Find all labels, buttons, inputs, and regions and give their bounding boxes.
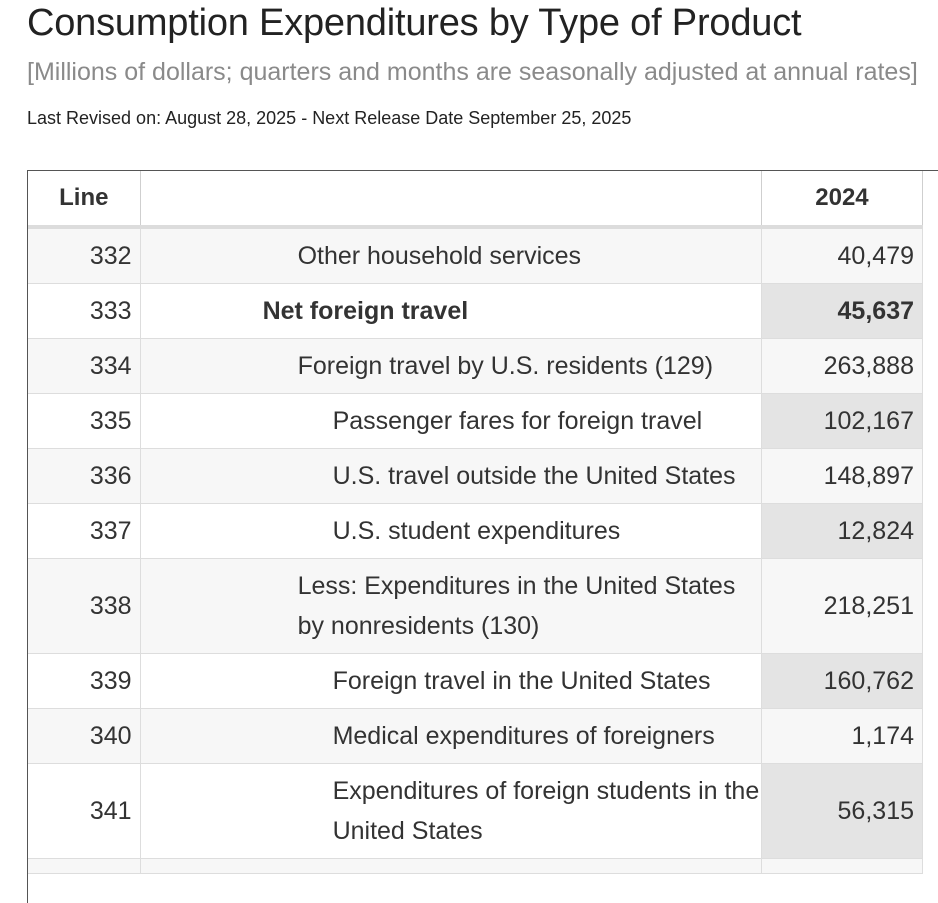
value-cell: 45,637: [761, 283, 924, 339]
description-cell: U.S. student expenditures: [140, 503, 762, 559]
value-cell: 263,888: [761, 338, 924, 394]
value-cell: 56,315: [761, 763, 924, 859]
table-row: 337 U.S. student expenditures 12,824: [28, 503, 924, 559]
line-number-cell: 339: [28, 653, 141, 709]
description-cell: [140, 858, 762, 874]
value-cell: 1,174: [761, 708, 924, 764]
table-row: 333 Net foreign travel 45,637: [28, 283, 924, 339]
value-cell: 160,762: [761, 653, 924, 709]
description-cell: Foreign travel in the United States: [140, 653, 762, 709]
table-row: 336 U.S. travel outside the United States…: [28, 448, 924, 504]
value-cell: 218,251: [761, 558, 924, 654]
line-number-cell: 338: [28, 558, 141, 654]
data-table: Line 2024 332 Other household services 40,…: [28, 171, 924, 874]
description-cell: Net foreign travel: [140, 283, 762, 339]
table-row: 340 Medical expenditures of foreigners 1,1…: [28, 708, 924, 764]
table-row: 334 Foreign travel by U.S. residents (129…: [28, 338, 924, 394]
revision-info: Last Revised on: August 28, 2025 - Next …: [27, 108, 632, 128]
description-cell: Less: Expenditures in the United States …: [140, 558, 762, 654]
line-number-cell: 335: [28, 393, 141, 449]
column-header-description[interactable]: [140, 171, 762, 229]
value-cell: 40,479: [761, 227, 924, 284]
table-body: 332 Other household services 40,479 333 Net …: [28, 227, 924, 874]
line-number-cell: 332: [28, 227, 141, 284]
description-cell: Expenditures of foreign students in the …: [140, 763, 762, 859]
description-cell: U.S. travel outside the United States: [140, 448, 762, 504]
table-row: [28, 858, 924, 874]
value-cell: 12,824: [761, 503, 924, 559]
value-cell: [761, 858, 924, 874]
line-number-cell: 336: [28, 448, 141, 504]
description-cell: Medical expenditures of foreigners: [140, 708, 762, 764]
description-cell: Passenger fares for foreign travel: [140, 393, 762, 449]
table-row: 335 Passenger fares for foreign travel 102…: [28, 393, 924, 449]
line-number-cell: 337: [28, 503, 141, 559]
line-number-cell: 333: [28, 283, 141, 339]
description-cell: Other household services: [140, 227, 762, 284]
table-header-row: Line 2024: [28, 171, 924, 229]
table-row: 341 Expenditures of foreign students in t…: [28, 763, 924, 859]
page-title: Consumption Expenditures by Type of Prod…: [27, 2, 802, 44]
line-number-cell: [28, 858, 141, 874]
page-subtitle: [Millions of dollars; quarters and month…: [27, 58, 918, 86]
data-table-container[interactable]: Line 2024 332 Other household services 40,…: [27, 170, 938, 903]
column-header-2024[interactable]: 2024: [761, 171, 924, 229]
value-cell: 148,897: [761, 448, 924, 504]
line-number-cell: 341: [28, 763, 141, 859]
description-cell: Foreign travel by U.S. residents (129): [140, 338, 762, 394]
table-row: 332 Other household services 40,479: [28, 227, 924, 284]
line-number-cell: 334: [28, 338, 141, 394]
column-header-line[interactable]: Line: [28, 171, 141, 229]
table-row: 339 Foreign travel in the United States 16…: [28, 653, 924, 709]
table-row: 338 Less: Expenditures in the United Stat…: [28, 558, 924, 654]
value-cell: 102,167: [761, 393, 924, 449]
line-number-cell: 340: [28, 708, 141, 764]
